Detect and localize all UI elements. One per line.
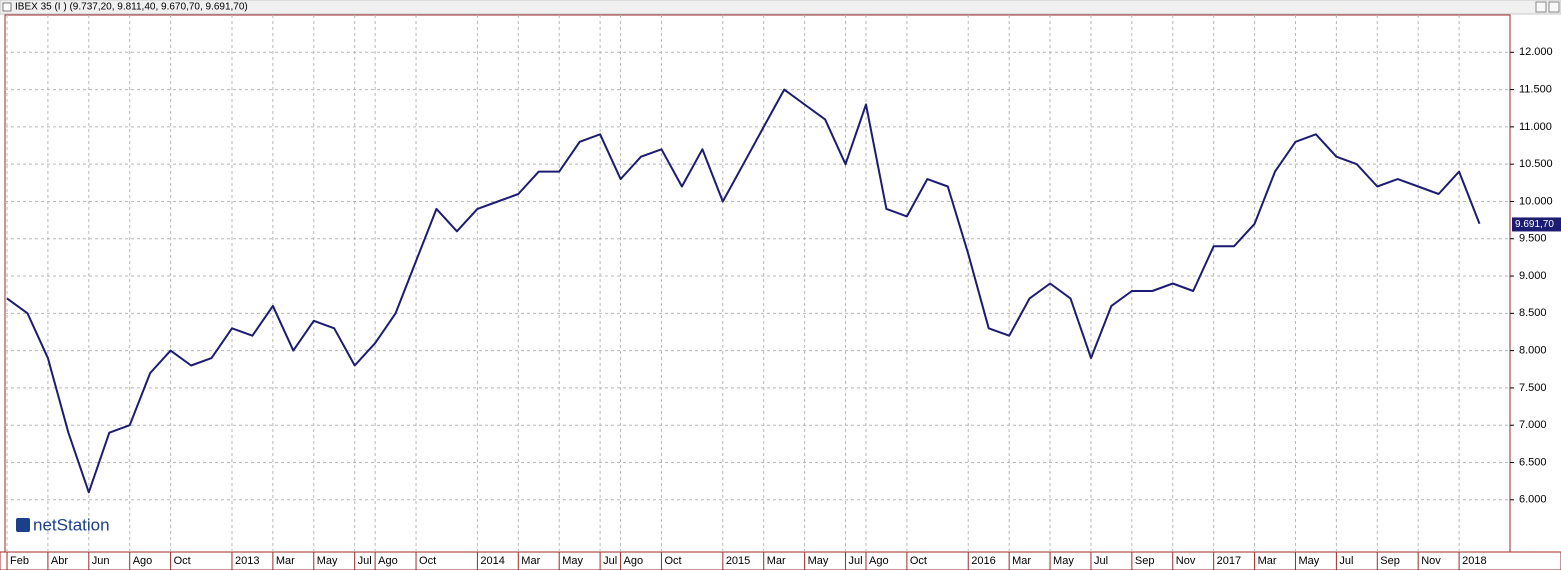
x-tick-label: Jul: [1094, 555, 1108, 567]
x-tick-label: Nov: [1421, 555, 1441, 567]
x-tick-label: Ago: [624, 555, 644, 567]
x-tick-label: Sep: [1135, 555, 1155, 567]
x-tick-label: Oct: [910, 555, 927, 567]
y-tick-label: 6.500: [1519, 456, 1547, 468]
x-tick-label: 2016: [971, 555, 995, 567]
x-tick-label: Mar: [767, 555, 786, 567]
x-tick-label: Jul: [849, 555, 863, 567]
x-tick-label: Oct: [419, 555, 436, 567]
x-tick-label: Ago: [133, 555, 153, 567]
x-tick-label: Mar: [521, 555, 540, 567]
x-tick-label: Feb: [10, 555, 29, 567]
x-tick-label: May: [808, 555, 829, 567]
x-tick-label: Mar: [1012, 555, 1031, 567]
y-tick-label: 11.500: [1519, 83, 1552, 95]
x-tick-label: 2014: [480, 555, 504, 567]
logo-icon: [16, 518, 30, 532]
y-tick-label: 6.000: [1519, 494, 1547, 506]
window-title: IBEX 35 (I ) (9.737,20, 9.811,40, 9.670,…: [15, 2, 248, 13]
x-tick-label: May: [1053, 555, 1074, 567]
x-axis-strip: [0, 551, 1561, 570]
price-line: [6, 88, 1481, 494]
y-tick-label: 8.500: [1519, 307, 1547, 319]
plot-frame: [4, 14, 1511, 553]
x-tick-label: Jul: [358, 555, 372, 567]
x-tick-label: 2018: [1462, 555, 1486, 567]
maximize-button[interactable]: [1535, 1, 1547, 13]
x-tick-label: Jul: [603, 555, 617, 567]
y-tick-label: 7.500: [1519, 382, 1547, 394]
last-value-label: 9.691,70: [1515, 219, 1554, 230]
x-tick-label: Jul: [1339, 555, 1353, 567]
x-tick-label: Nov: [1176, 555, 1196, 567]
y-tick-label: 7.000: [1519, 419, 1547, 431]
x-tick-label: Abr: [51, 555, 68, 567]
y-tick-label: 10.500: [1519, 158, 1553, 170]
x-tick-label: 2015: [726, 555, 750, 567]
x-tick-label: Mar: [276, 555, 295, 567]
window-icon: [2, 2, 12, 12]
x-tick-label: Jun: [92, 555, 110, 567]
x-tick-label: May: [1298, 555, 1319, 567]
y-tick-label: 11.000: [1519, 121, 1552, 133]
x-tick-label: Oct: [664, 555, 681, 567]
x-tick-label: Ago: [869, 555, 889, 567]
last-value-box: [1512, 217, 1561, 232]
logo: netStation: [16, 515, 110, 534]
y-tick-label: 9.000: [1519, 270, 1547, 282]
x-tick-label: Mar: [1258, 555, 1277, 567]
y-tick-label: 12.000: [1519, 46, 1553, 58]
title-bar: [0, 0, 1561, 15]
x-tick-label: 2017: [1217, 555, 1241, 567]
x-tick-label: Ago: [378, 555, 398, 567]
x-tick-label: 2013: [235, 555, 259, 567]
close-button[interactable]: [1548, 1, 1560, 13]
x-tick-label: Sep: [1380, 555, 1400, 567]
y-tick-label: 8.000: [1519, 345, 1547, 357]
x-tick-label: May: [317, 555, 338, 567]
x-tick-label: Oct: [174, 555, 191, 567]
y-tick-label: 10.000: [1519, 195, 1553, 207]
watermark: netStation: [33, 515, 110, 534]
x-tick-label: May: [562, 555, 583, 567]
y-tick-label: 9.500: [1519, 233, 1547, 245]
